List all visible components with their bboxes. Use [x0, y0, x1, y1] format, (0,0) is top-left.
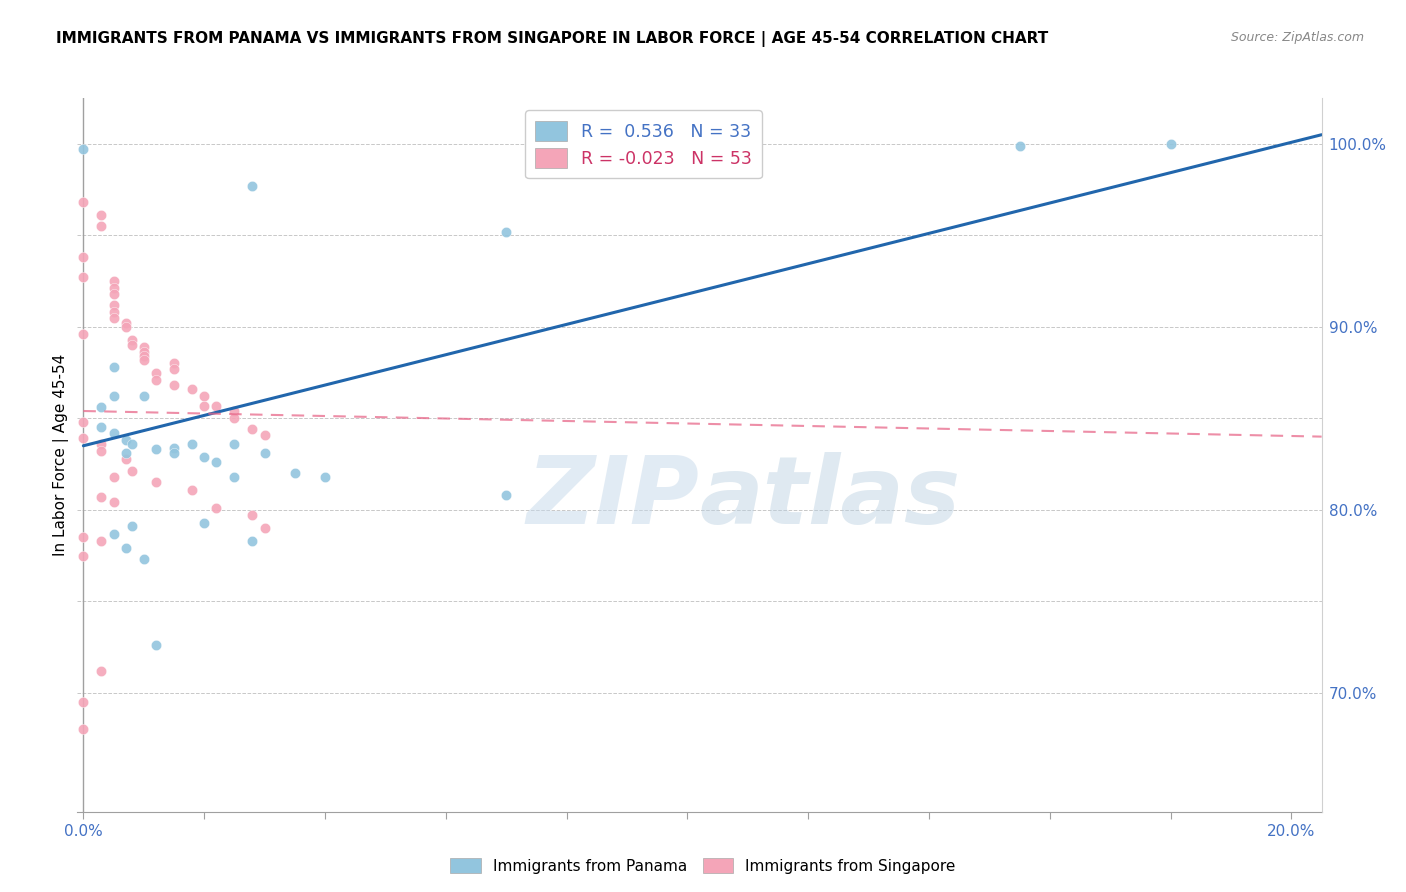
- Text: ZIP: ZIP: [527, 451, 700, 544]
- Point: [193, 516, 215, 530]
- Point: [114, 541, 136, 556]
- Point: [103, 305, 125, 319]
- Text: IMMIGRANTS FROM PANAMA VS IMMIGRANTS FROM SINGAPORE IN LABOR FORCE | AGE 45-54 C: IMMIGRANTS FROM PANAMA VS IMMIGRANTS FRO…: [56, 31, 1049, 47]
- Point: [132, 352, 155, 367]
- Y-axis label: In Labor Force | Age 45-54: In Labor Force | Age 45-54: [53, 354, 69, 556]
- Point: [1008, 138, 1031, 153]
- Point: [163, 362, 186, 376]
- Point: [72, 549, 94, 563]
- Point: [181, 382, 204, 396]
- Point: [132, 389, 155, 403]
- Point: [90, 208, 112, 222]
- Point: [72, 250, 94, 264]
- Legend: R =  0.536   N = 33, R = -0.023   N = 53: R = 0.536 N = 33, R = -0.023 N = 53: [524, 111, 762, 178]
- Point: [181, 483, 204, 497]
- Point: [224, 437, 246, 451]
- Point: [145, 442, 167, 457]
- Point: [132, 552, 155, 566]
- Point: [90, 437, 112, 451]
- Point: [121, 437, 143, 451]
- Text: Source: ZipAtlas.com: Source: ZipAtlas.com: [1230, 31, 1364, 45]
- Point: [205, 455, 228, 469]
- Point: [103, 298, 125, 312]
- Point: [90, 664, 112, 678]
- Point: [145, 475, 167, 490]
- Point: [145, 373, 167, 387]
- Point: [205, 399, 228, 413]
- Point: [284, 467, 307, 481]
- Point: [193, 389, 215, 403]
- Point: [163, 356, 186, 370]
- Point: [193, 450, 215, 464]
- Point: [163, 446, 186, 460]
- Point: [90, 420, 112, 434]
- Point: [72, 327, 94, 342]
- Point: [495, 225, 517, 239]
- Point: [163, 378, 186, 392]
- Point: [242, 422, 264, 436]
- Point: [103, 286, 125, 301]
- Point: [1160, 136, 1182, 151]
- Point: [90, 490, 112, 504]
- Point: [72, 432, 94, 446]
- Point: [132, 340, 155, 354]
- Point: [224, 470, 246, 484]
- Point: [72, 415, 94, 429]
- Point: [90, 533, 112, 548]
- Point: [90, 444, 112, 458]
- Point: [72, 530, 94, 544]
- Point: [253, 446, 276, 460]
- Point: [103, 274, 125, 288]
- Legend: Immigrants from Panama, Immigrants from Singapore: Immigrants from Panama, Immigrants from …: [444, 852, 962, 880]
- Point: [114, 316, 136, 330]
- Point: [103, 389, 125, 403]
- Point: [314, 470, 336, 484]
- Point: [103, 425, 125, 440]
- Point: [103, 495, 125, 509]
- Point: [193, 399, 215, 413]
- Point: [224, 411, 246, 425]
- Point: [114, 319, 136, 334]
- Point: [121, 464, 143, 478]
- Point: [145, 638, 167, 652]
- Point: [90, 219, 112, 234]
- Point: [103, 360, 125, 375]
- Point: [72, 695, 94, 709]
- Point: [242, 178, 264, 193]
- Point: [205, 500, 228, 515]
- Point: [495, 488, 517, 502]
- Point: [242, 508, 264, 523]
- Point: [253, 521, 276, 535]
- Point: [90, 401, 112, 415]
- Point: [253, 427, 276, 442]
- Point: [145, 366, 167, 380]
- Point: [103, 310, 125, 325]
- Point: [114, 446, 136, 460]
- Point: [242, 533, 264, 548]
- Point: [72, 270, 94, 285]
- Point: [72, 195, 94, 210]
- Point: [72, 142, 94, 156]
- Point: [132, 345, 155, 359]
- Point: [114, 451, 136, 466]
- Point: [121, 519, 143, 533]
- Point: [103, 470, 125, 484]
- Point: [72, 723, 94, 737]
- Point: [224, 404, 246, 418]
- Point: [103, 526, 125, 541]
- Point: [163, 441, 186, 455]
- Point: [132, 349, 155, 363]
- Point: [114, 434, 136, 448]
- Point: [181, 437, 204, 451]
- Point: [121, 333, 143, 347]
- Text: atlas: atlas: [700, 451, 960, 544]
- Point: [103, 281, 125, 295]
- Point: [121, 338, 143, 352]
